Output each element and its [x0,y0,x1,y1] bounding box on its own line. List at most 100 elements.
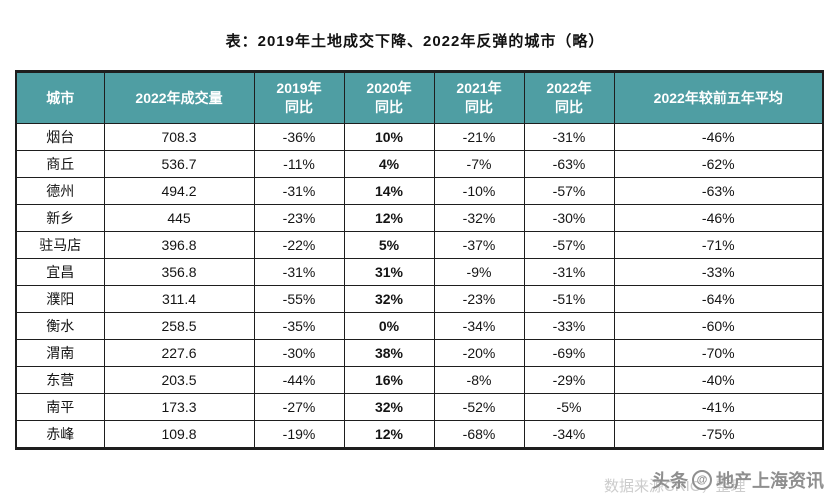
cell-2020-yoy: 31% [343,258,435,286]
cell-2020-yoy: 12% [343,204,435,232]
cell-2020-yoy: 4% [343,150,435,178]
cell-vs-5yr-avg: -46% [613,204,824,232]
cell-volume: 203.5 [103,366,255,394]
cell-2019-yoy: -19% [253,420,345,449]
cell-volume: 494.2 [103,177,255,205]
table-row: 濮阳 311.4 -55% 32% -23% -51% -64% [15,285,824,313]
cell-volume: 109.8 [103,420,255,449]
cell-2022-yoy: -31% [523,123,615,151]
cell-city: 驻马店 [15,231,105,259]
table-row: 东营 203.5 -44% 16% -8% -29% -40% [15,366,824,394]
cell-2019-yoy: -31% [253,177,345,205]
table-row: 渭南 227.6 -30% 38% -20% -69% -70% [15,339,824,367]
table-row: 驻马店 396.8 -22% 5% -37% -57% -71% [15,231,824,259]
cell-2022-yoy: -30% [523,204,615,232]
cell-2022-yoy: -57% [523,231,615,259]
cell-vs-5yr-avg: -33% [613,258,824,286]
cell-2021-yoy: -23% [433,285,525,313]
cell-2020-yoy: 5% [343,231,435,259]
cell-volume: 311.4 [103,285,255,313]
table-row: 宜昌 356.8 -31% 31% -9% -31% -33% [15,258,824,286]
cell-2021-yoy: -37% [433,231,525,259]
cell-city: 赤峰 [15,420,105,449]
cell-2021-yoy: -20% [433,339,525,367]
cell-2020-yoy: 38% [343,339,435,367]
table-row: 赤峰 109.8 -19% 12% -68% -34% -75% [15,420,824,449]
cell-city: 德州 [15,177,105,205]
cell-city: 衡水 [15,312,105,340]
cell-2021-yoy: -32% [433,204,525,232]
column-header-2020-yoy: 2020年 同比 [343,71,435,124]
cell-2019-yoy: -11% [253,150,345,178]
cell-2019-yoy: -31% [253,258,345,286]
cell-2019-yoy: -23% [253,204,345,232]
cell-2020-yoy: 14% [343,177,435,205]
cell-city: 商丘 [15,150,105,178]
cell-2022-yoy: -31% [523,258,615,286]
cell-vs-5yr-avg: -63% [613,177,824,205]
cell-2020-yoy: 32% [343,393,435,421]
cell-volume: 258.5 [103,312,255,340]
cell-2021-yoy: -68% [433,420,525,449]
column-header-2022-volume: 2022年成交量 [103,71,255,124]
cell-2022-yoy: -69% [523,339,615,367]
table-header-row: 城市 2022年成交量 2019年 同比 2020年 同比 2021年 同比 2… [15,71,824,124]
column-header-2019-yoy: 2019年 同比 [253,71,345,124]
cell-vs-5yr-avg: -40% [613,366,824,394]
table-row: 新乡 445 -23% 12% -32% -30% -46% [15,204,824,232]
table-row: 德州 494.2 -31% 14% -10% -57% -63% [15,177,824,205]
cell-city: 渭南 [15,339,105,367]
toutiao-logo-icon: @ [692,470,712,490]
cell-vs-5yr-avg: -46% [613,123,824,151]
cell-2022-yoy: -29% [523,366,615,394]
cell-2020-yoy: 32% [343,285,435,313]
cell-2019-yoy: -22% [253,231,345,259]
table-row: 南平 173.3 -27% 32% -52% -5% -41% [15,393,824,421]
cell-2019-yoy: -55% [253,285,345,313]
cell-vs-5yr-avg: -62% [613,150,824,178]
cell-2022-yoy: -57% [523,177,615,205]
cell-2022-yoy: -63% [523,150,615,178]
column-header-2022-yoy: 2022年 同比 [523,71,615,124]
cell-2019-yoy: -44% [253,366,345,394]
table-row: 商丘 536.7 -11% 4% -7% -63% -62% [15,150,824,178]
cell-2020-yoy: 0% [343,312,435,340]
cell-volume: 173.3 [103,393,255,421]
cell-2019-yoy: -35% [253,312,345,340]
cell-2022-yoy: -34% [523,420,615,449]
cell-vs-5yr-avg: -60% [613,312,824,340]
cell-2019-yoy: -36% [253,123,345,151]
cell-2021-yoy: -21% [433,123,525,151]
cell-2021-yoy: -52% [433,393,525,421]
cell-2021-yoy: -34% [433,312,525,340]
cell-2019-yoy: -27% [253,393,345,421]
cell-2021-yoy: -8% [433,366,525,394]
table-row: 烟台 708.3 -36% 10% -21% -31% -46% [15,123,824,151]
cell-2020-yoy: 12% [343,420,435,449]
cell-city: 宜昌 [15,258,105,286]
cell-city: 东营 [15,366,105,394]
cell-vs-5yr-avg: -41% [613,393,824,421]
cell-vs-5yr-avg: -75% [613,420,824,449]
cell-2021-yoy: -10% [433,177,525,205]
cell-vs-5yr-avg: -70% [613,339,824,367]
page-title: 表：2019年土地成交下降、2022年反弹的城市（略） [225,33,605,50]
cell-city: 新乡 [15,204,105,232]
column-header-2021-yoy: 2021年 同比 [433,71,525,124]
column-header-vs-5yr-avg: 2022年较前五年平均 [613,71,824,124]
cell-volume: 396.8 [103,231,255,259]
cell-2021-yoy: -9% [433,258,525,286]
cell-2022-yoy: -51% [523,285,615,313]
cell-2021-yoy: -7% [433,150,525,178]
cell-2020-yoy: 10% [343,123,435,151]
cell-2019-yoy: -30% [253,339,345,367]
land-transaction-table: 城市 2022年成交量 2019年 同比 2020年 同比 2021年 同比 2… [15,70,824,450]
watermark-account-label: 地产上海资讯 [716,471,824,491]
cell-volume: 445 [103,204,255,232]
cell-vs-5yr-avg: -64% [613,285,824,313]
cell-volume: 227.6 [103,339,255,367]
cell-vs-5yr-avg: -71% [613,231,824,259]
cell-volume: 356.8 [103,258,255,286]
watermark-platform-label: 头条 [652,471,688,491]
column-header-city: 城市 [15,71,105,124]
